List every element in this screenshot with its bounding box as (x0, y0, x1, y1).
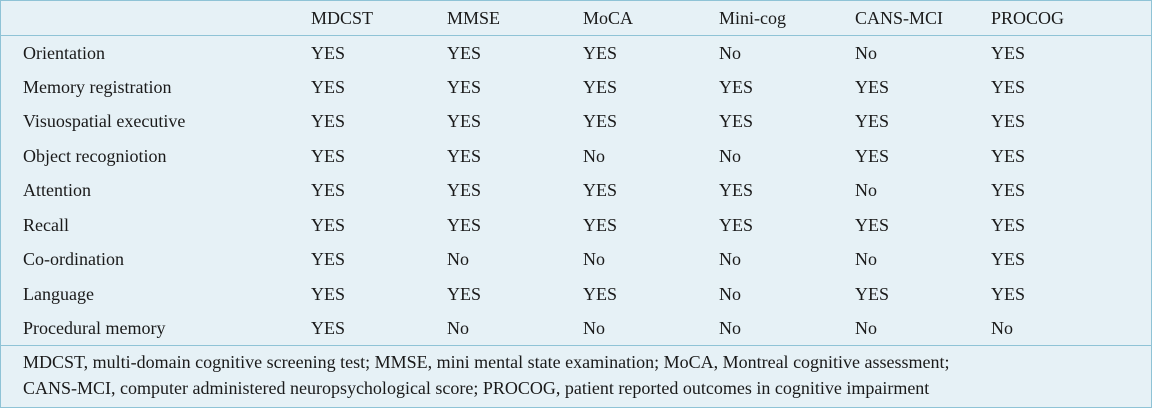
table-cell: YES (311, 145, 346, 166)
row-label: Memory registration (23, 76, 172, 97)
table-cell: No (855, 180, 877, 201)
table-cell: No (447, 249, 469, 270)
column-header: Mini-cog (719, 1, 855, 36)
table-cell: YES (447, 214, 482, 235)
table-cell: YES (311, 311, 447, 346)
table-cell: No (583, 311, 719, 346)
table-cell: YES (719, 214, 754, 235)
table-cell: No (719, 249, 741, 270)
table-cell: YES (311, 180, 346, 201)
table-cell: No (719, 311, 855, 346)
table-cell: YES (855, 283, 890, 304)
table-cell: YES (583, 76, 618, 97)
table-row: Attention YES YES YES YES No YES (1, 173, 1151, 208)
table-cell: YES (447, 111, 482, 132)
row-label: Language (23, 283, 94, 304)
row-label: Orientation (23, 42, 105, 63)
table-row: Co-ordination YES No No No No YES (1, 242, 1151, 277)
table-cell: No (447, 311, 583, 346)
row-label: Object recogniotion (23, 145, 167, 166)
table-row: Recall YES YES YES YES YES YES (1, 208, 1151, 243)
table-cell: YES (991, 283, 1026, 304)
row-label: Procedural memory (1, 311, 311, 346)
table-row: Memory registration YES YES YES YES YES YES (1, 70, 1151, 105)
table-cell: YES (447, 42, 482, 63)
table-body: Orientation YES YES YES No No YES Memory regist… (1, 35, 1151, 346)
row-label: Attention (23, 180, 91, 201)
table-cell: No (991, 311, 1151, 346)
row-label: Visuospatial executive (23, 111, 186, 132)
table-cell: YES (855, 145, 890, 166)
table-cell: No (583, 249, 605, 270)
table-cell: No (719, 42, 741, 63)
table-cell: YES (991, 214, 1026, 235)
table-cell: YES (583, 180, 618, 201)
table-cell: YES (719, 111, 754, 132)
table-cell: YES (991, 145, 1026, 166)
table-footnote: MDCST, multi-domain cognitive screening … (23, 349, 1133, 401)
column-header-row-label (1, 1, 311, 36)
table-cell: YES (855, 214, 890, 235)
table-cell: YES (583, 283, 618, 304)
table-cell: YES (447, 76, 482, 97)
table-cell: No (719, 145, 741, 166)
column-header: CANS-MCI (855, 1, 991, 36)
table-cell: YES (311, 76, 346, 97)
table-cell: No (855, 42, 877, 63)
table-cell: YES (311, 249, 346, 270)
table-cell: No (583, 145, 605, 166)
row-label: Co-ordination (23, 249, 124, 270)
table-cell: YES (719, 76, 754, 97)
table-cell: YES (447, 180, 482, 201)
table-cell: YES (447, 283, 482, 304)
table-cell: No (855, 249, 877, 270)
table-cell: YES (991, 180, 1026, 201)
column-header: MMSE (447, 1, 583, 36)
table-cell: YES (447, 145, 482, 166)
table-cell: YES (991, 42, 1026, 63)
table-cell: YES (311, 214, 346, 235)
table-cell: YES (719, 180, 754, 201)
column-header: MDCST (311, 1, 447, 36)
table-cell: YES (311, 283, 346, 304)
cognitive-tests-table: MDCST MMSE MoCA Mini-cog CANS-MCI PROCOG Orie… (1, 1, 1151, 346)
table-row: Orientation YES YES YES No No YES (1, 35, 1151, 70)
header-row: MDCST MMSE MoCA Mini-cog CANS-MCI PROCOG (1, 1, 1151, 36)
table-cell: YES (311, 42, 346, 63)
table-cell: YES (583, 214, 618, 235)
table-header: MDCST MMSE MoCA Mini-cog CANS-MCI PROCOG (1, 1, 1151, 36)
table-cell: YES (991, 111, 1026, 132)
table-cell: YES (311, 111, 346, 132)
table-cell: YES (991, 249, 1026, 270)
table-cell: No (719, 283, 741, 304)
table-cell: YES (991, 76, 1026, 97)
row-label: Recall (23, 214, 69, 235)
table-row: Visuospatial executive YES YES YES YES YES YES (1, 104, 1151, 139)
table-cell: YES (583, 42, 618, 63)
table-cell: YES (583, 111, 618, 132)
table-row: Language YES YES YES No YES YES (1, 277, 1151, 312)
column-header: PROCOG (991, 1, 1151, 36)
footnote-line-2: CANS-MCI, computer administered neuropsy… (23, 378, 930, 398)
table-cell: YES (855, 111, 890, 132)
table-cell: YES (855, 76, 890, 97)
column-header: MoCA (583, 1, 719, 36)
table-cell: No (855, 311, 991, 346)
footnote-line-1: MDCST, multi-domain cognitive screening … (23, 352, 950, 372)
table-row: Object recogniotion YES YES No No YES YES (1, 139, 1151, 174)
table-row: Procedural memory YES No No No No No (1, 311, 1151, 346)
